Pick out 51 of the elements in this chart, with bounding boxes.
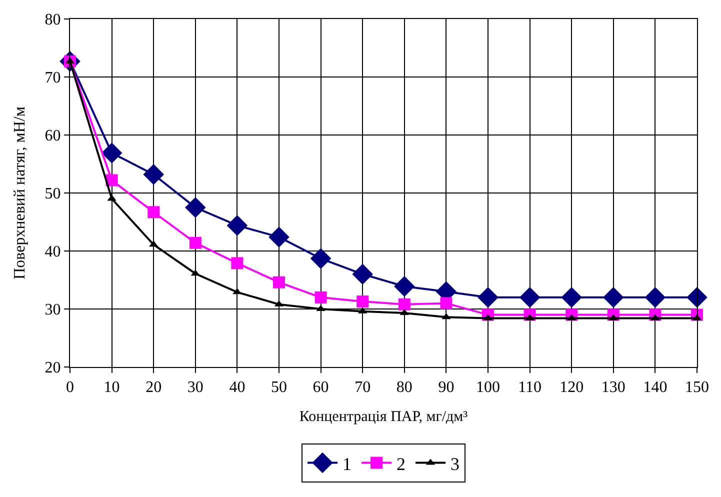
point [185,197,206,218]
point [356,295,369,308]
y-tick-label: 20 [44,360,61,377]
point [394,276,415,297]
point [478,287,498,308]
x-tick-label: 10 [104,379,120,396]
x-tick-label: 110 [518,379,542,396]
x-tick-label: 0 [66,379,74,396]
y-tick-label: 70 [44,70,61,87]
point [686,287,708,308]
y-tick-label: 40 [44,244,61,261]
x-tick-label: 70 [354,379,371,396]
point [143,164,164,185]
x-tick-label: 130 [601,379,626,396]
x-tick-label: 60 [312,379,329,396]
point [352,264,373,285]
point [314,291,327,304]
y-axis-title: Поверхневий натяг, мН/м [12,106,29,280]
point [644,287,666,308]
point [101,142,122,164]
point [106,174,118,186]
x-tick-label: 90 [438,379,454,396]
point [273,276,285,288]
legend-label: 3 [450,454,460,474]
point [268,226,290,248]
point [189,236,202,249]
point [440,297,452,310]
x-tick-label: 40 [229,379,246,396]
x-tick-label: 140 [643,379,668,396]
x-tick-label: 80 [396,379,412,396]
y-tick-label: 60 [44,128,61,145]
point [603,287,624,308]
x-tick-label: 120 [560,379,584,396]
x-tick-label: 30 [187,379,204,396]
x-tick-label: 20 [146,379,162,396]
y-tick-label: 30 [44,302,61,319]
legend-label: 1 [342,454,352,474]
point [561,287,582,308]
x-tick-label: 150 [685,379,709,396]
x-tick-label: 50 [271,379,287,396]
point [231,257,244,270]
x-tick-label: 100 [476,379,500,396]
point [519,287,540,308]
y-tick-label: 80 [44,12,61,29]
legend-label: 2 [396,454,406,474]
point [226,215,248,236]
point [398,298,410,310]
point [148,206,160,218]
y-tick-label: 50 [44,186,61,203]
point [310,248,332,269]
x-axis-title: Концентрація ПАР, мг/дм³ [299,409,468,426]
